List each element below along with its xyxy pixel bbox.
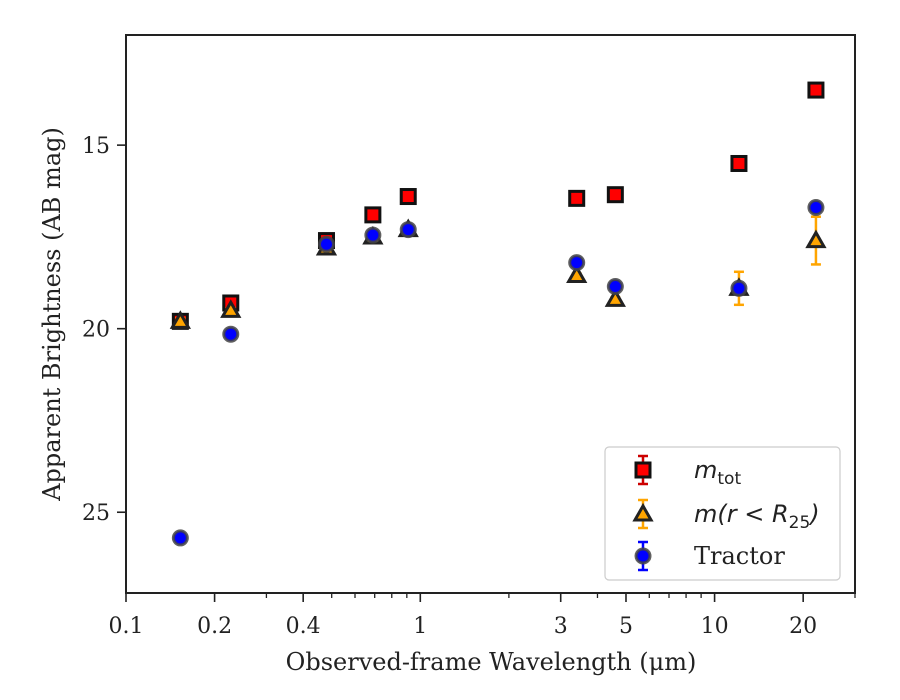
data-point [730,279,748,297]
x-tick-label: 0.4 [286,614,321,639]
plot-frame [125,34,856,594]
data-point [805,229,827,249]
legend-marker [634,461,652,479]
x-axis-label: Observed-frame Wavelength (μm) [286,648,697,676]
legend-box [604,446,841,581]
data-point [606,277,624,295]
x-tick-label: 0.1 [109,614,144,639]
legend-entry-m-tot: mtot [634,454,741,489]
data-point [222,325,240,343]
data-point [807,81,825,99]
legend: mtot m(r < R25) Tractor [604,446,841,581]
legend-label: Tractor [694,542,785,570]
data-point [568,189,586,207]
tick-labels: 0.1 0.2 0.4 1 3 5 10 20 15 20 25 [82,134,817,639]
data-point [604,288,626,307]
x-tick-label: 0.2 [197,614,232,639]
legend-entry-tractor: Tractor [634,540,785,572]
x-tick-label: 20 [789,614,817,639]
legend-label: m(r < R25) [694,500,820,533]
legend-entry-m-r-r25: m(r < R25) [632,498,820,533]
x-tick-label: 3 [554,614,568,639]
x-tick-label: 1 [413,614,427,639]
legend-label: mtot [694,456,741,489]
data-point [169,310,191,329]
x-tick-label: 10 [701,614,729,639]
data-point [171,529,189,547]
data-point [220,299,242,318]
data-point [317,235,335,253]
legend-marker [632,502,654,522]
y-tick-label: 20 [82,318,110,343]
legend-marker [634,547,652,565]
data-point [807,199,825,217]
series-tractor [171,199,825,547]
data-point [399,188,417,206]
data-point [730,154,748,172]
series-layer [169,81,827,547]
data-point [364,226,382,244]
data-point [566,264,588,283]
data-point [364,206,382,224]
y-tick-label: 25 [82,501,110,526]
data-point [399,221,417,239]
y-tick-label: 15 [82,134,110,159]
major-ticks [117,144,804,602]
data-point [606,186,624,204]
y-axis-label: Apparent Brightness (AB mag) [38,127,66,502]
x-tick-label: 5 [619,614,633,639]
data-point [568,254,586,272]
